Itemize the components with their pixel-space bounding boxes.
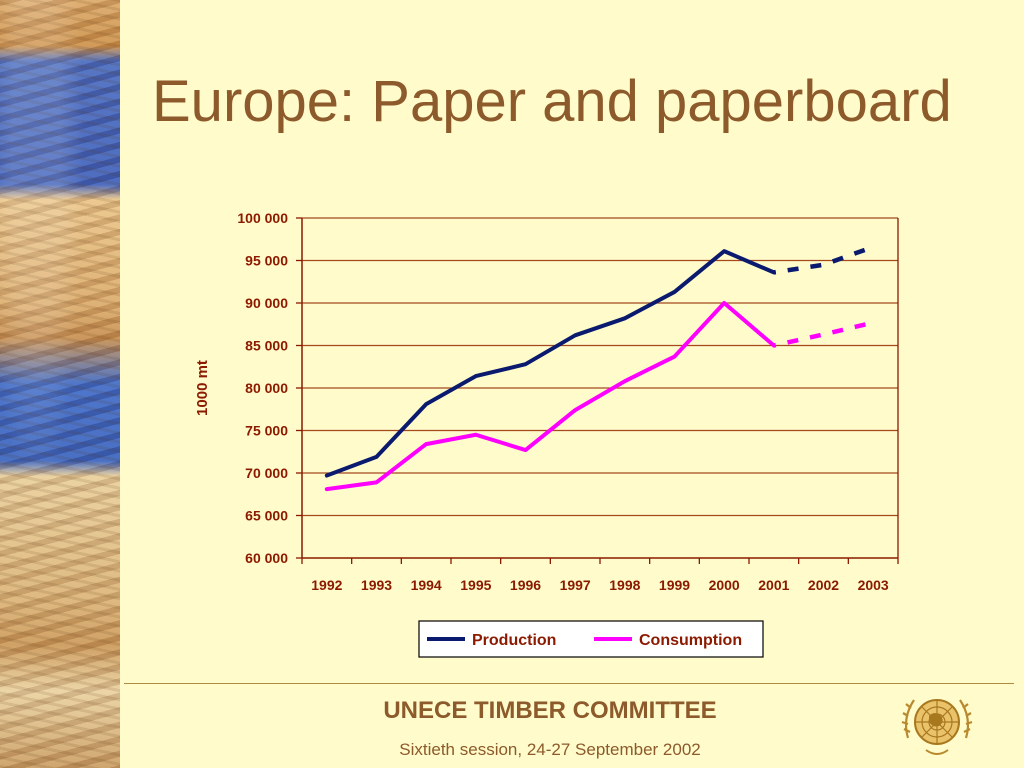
x-tick-label: 1998 [609,577,640,593]
y-tick-label: 95 000 [245,253,288,269]
series-line-consumption [324,301,776,492]
decorative-wood-strip [0,0,120,768]
y-tick-label: 90 000 [245,295,288,311]
x-tick-label: 2002 [808,577,839,593]
x-tick-label: 1999 [659,577,690,593]
y-tick-label: 70 000 [245,465,288,481]
y-tick-label: 65 000 [245,508,288,524]
y-axis-title: 1000 mt [194,360,211,416]
line-chart: 60 000 65 000 70 000 75 000 80 000 85 000 90 0… [194,210,899,658]
y-tick-label: 100 000 [237,210,288,226]
x-tick-label: 2000 [709,577,740,593]
footer-subtitle: Sixtieth session, 24-27 September 2002 [399,740,701,759]
footer-title: UNECE TIMBER COMMITTEE [383,697,717,724]
x-tick-label: 1993 [361,577,392,593]
page-title: Europe: Paper and paperboard [152,69,952,134]
series-forecast-line-production [773,244,874,275]
un-emblem-icon [901,699,973,755]
x-tick-label: 2001 [758,577,789,593]
legend-label: Production [472,632,556,649]
x-tick-label: 2003 [858,577,889,593]
x-tick-label: 1994 [411,577,442,593]
x-tick-label: 1992 [311,577,342,593]
x-tick-label: 1995 [460,577,491,593]
legend-box [418,620,764,658]
series-line-production [324,249,776,478]
y-tick-label: 60 000 [245,550,288,566]
y-tick-label: 75 000 [245,423,288,439]
footer-divider [124,683,1014,684]
legend-label: Consumption [639,632,742,649]
x-tick-label: 1996 [510,577,541,593]
y-tick-label: 80 000 [245,380,288,396]
y-tick-label: 85 000 [245,338,288,354]
x-tick-label: 1997 [560,577,591,593]
series-forecast-line-consumption [773,320,874,348]
